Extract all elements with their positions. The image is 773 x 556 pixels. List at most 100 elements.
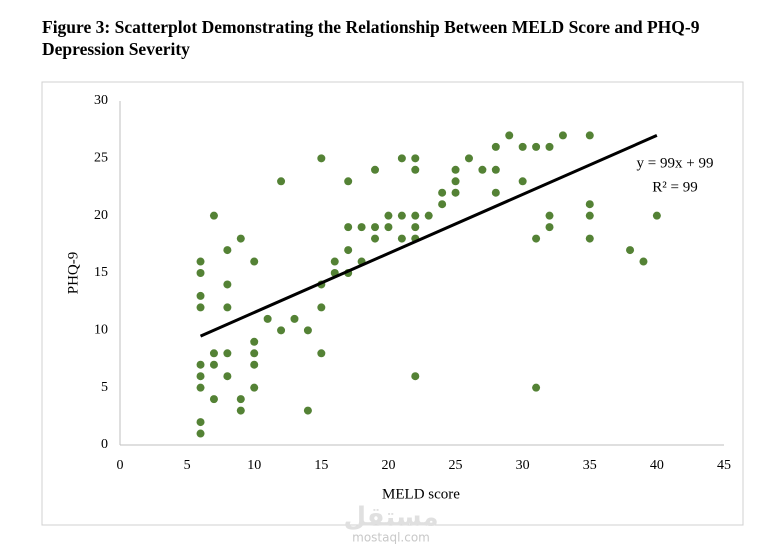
- y-tick-label: 0: [101, 437, 108, 452]
- point: [438, 200, 447, 209]
- y-tick-label: 20: [94, 208, 108, 223]
- point: [532, 234, 541, 243]
- point: [371, 223, 380, 232]
- point: [223, 349, 232, 358]
- x-tick-label: 0: [117, 458, 124, 473]
- point: [209, 349, 218, 358]
- x-tick-label: 30: [516, 458, 530, 473]
- point: [451, 165, 460, 174]
- point: [236, 395, 245, 404]
- point: [371, 165, 380, 174]
- point: [277, 177, 286, 186]
- watermark: mostaql.com: [352, 531, 430, 545]
- point: [196, 269, 205, 277]
- point: [464, 154, 473, 163]
- y-tick-label: 10: [94, 323, 108, 338]
- point: [196, 429, 205, 438]
- point: [317, 303, 326, 312]
- point: [371, 234, 380, 243]
- point: [223, 280, 232, 289]
- point: [491, 142, 500, 151]
- point: [491, 188, 500, 197]
- point: [397, 234, 406, 243]
- point: [357, 223, 366, 232]
- point: [303, 406, 312, 415]
- point: [223, 372, 232, 381]
- point: [196, 418, 205, 427]
- point: [585, 234, 594, 243]
- point: [451, 177, 460, 186]
- y-axis-label: PHQ-9: [65, 252, 81, 295]
- x-axis-label: MELD score: [382, 486, 460, 502]
- point: [209, 360, 218, 369]
- point: [626, 246, 635, 255]
- point: [384, 223, 393, 232]
- x-tick-label: 40: [650, 458, 664, 473]
- point: [344, 177, 353, 186]
- x-tick-label: 15: [314, 458, 328, 473]
- x-tick-label: 20: [381, 458, 395, 473]
- point: [344, 246, 353, 255]
- point: [411, 223, 420, 232]
- point: [196, 303, 205, 312]
- point: [196, 360, 205, 369]
- y-tick-label: 25: [94, 151, 108, 166]
- point: [505, 131, 514, 140]
- chart-title: Figure 3: Scatterplot Demonstrating the …: [42, 17, 700, 59]
- y-tick-label: 5: [101, 380, 108, 395]
- point: [317, 349, 326, 358]
- point: [344, 223, 353, 232]
- point: [303, 326, 312, 335]
- point: [384, 211, 393, 220]
- point: [397, 211, 406, 220]
- point: [411, 211, 420, 220]
- chart-frame: [41, 81, 744, 526]
- point: [518, 177, 527, 186]
- point: [209, 211, 218, 220]
- point: [250, 383, 259, 392]
- x-tick-label: 35: [583, 458, 597, 473]
- x-tick-label: 10: [247, 458, 261, 473]
- point: [397, 154, 406, 163]
- annotation: y = 99x + 99: [637, 155, 714, 171]
- point: [250, 337, 259, 346]
- annotation: R² = 99: [652, 179, 697, 195]
- point: [411, 372, 420, 381]
- point: [209, 395, 218, 404]
- point: [277, 326, 286, 335]
- x-tick-label: 25: [449, 458, 463, 473]
- point: [411, 154, 420, 163]
- point: [250, 257, 259, 266]
- point: [317, 154, 326, 163]
- point: [558, 131, 567, 140]
- point: [451, 188, 460, 197]
- x-tick-label: 5: [184, 458, 191, 473]
- trendline: [199, 134, 658, 338]
- point: [250, 349, 259, 358]
- point: [424, 211, 433, 220]
- point: [545, 211, 554, 220]
- point: [652, 211, 661, 220]
- point: [196, 257, 205, 266]
- point: [491, 165, 500, 174]
- point: [478, 165, 487, 174]
- point: [223, 246, 232, 255]
- point: [545, 142, 554, 151]
- point: [585, 200, 594, 209]
- y-tick-label: 15: [94, 265, 108, 280]
- y-tick-label: 30: [94, 93, 108, 108]
- point: [263, 314, 272, 323]
- x-tick-label: 45: [717, 458, 731, 473]
- point: [290, 314, 299, 323]
- point: [585, 211, 594, 220]
- point: [196, 291, 205, 300]
- point: [236, 234, 245, 243]
- point: [438, 188, 447, 197]
- point: [223, 303, 232, 312]
- point: [532, 383, 541, 392]
- point: [545, 223, 554, 232]
- point: [518, 142, 527, 151]
- point: [196, 372, 205, 381]
- point: [411, 165, 420, 174]
